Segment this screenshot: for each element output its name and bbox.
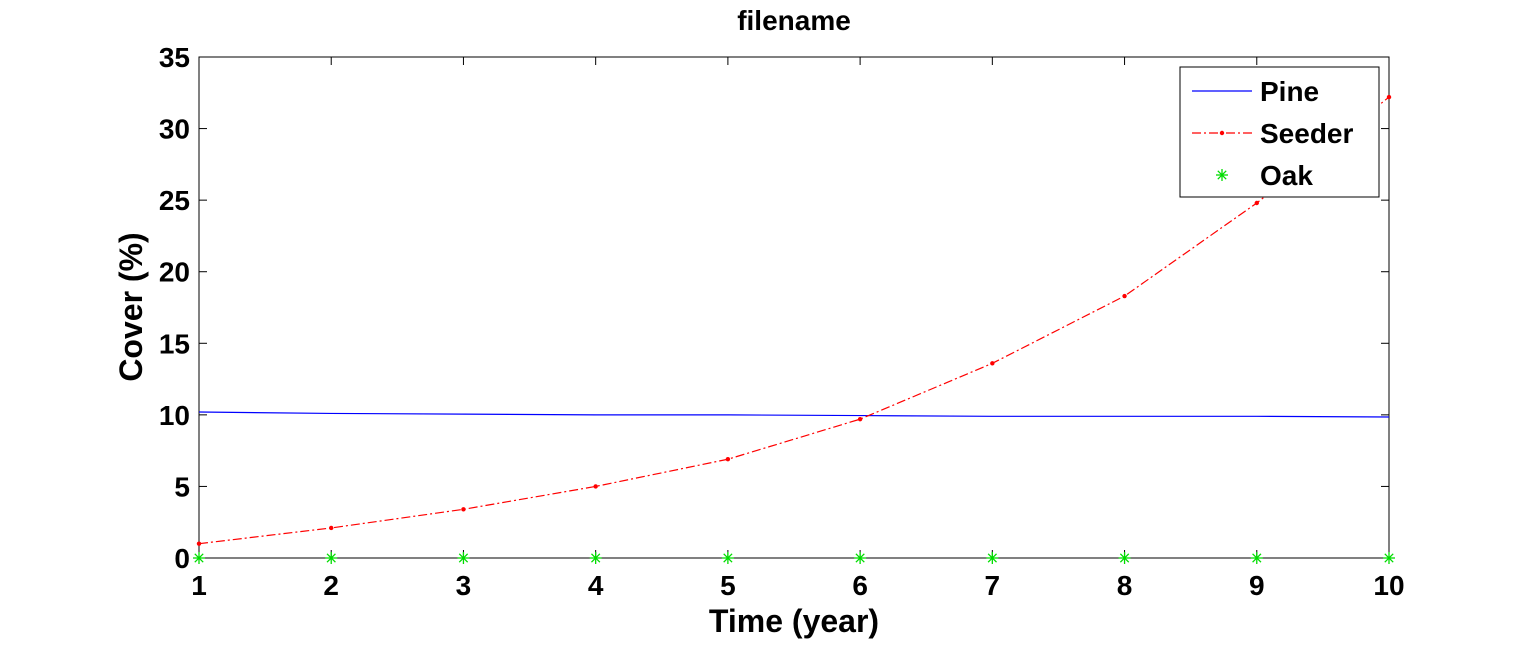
series-marker-oak	[854, 552, 867, 564]
series-marker-seeder	[1122, 293, 1127, 299]
series-marker-oak	[457, 552, 470, 564]
legend: Pine Seeder Oak	[1179, 66, 1380, 198]
legend-label-seeder: Seeder	[1260, 118, 1353, 149]
legend-label-oak: Oak	[1260, 160, 1313, 191]
series-line-seeder	[198, 96, 1390, 545]
x-axis-label: Time (year)	[709, 603, 879, 639]
series-marker-oak	[589, 552, 602, 564]
y-tick-label: 30	[159, 114, 190, 145]
x-tick-label: 5	[720, 570, 736, 601]
series-marker-seeder	[1386, 94, 1392, 100]
y-tick-label: 35	[159, 42, 190, 73]
x-tick-label: 2	[323, 570, 339, 601]
x-tick-label: 1	[191, 570, 207, 601]
series-marker-oak	[325, 552, 338, 564]
y-tick-label: 5	[174, 471, 190, 502]
legend-marker-oak	[1216, 169, 1228, 181]
y-tick-label: 0	[174, 543, 190, 574]
chart-title: filename	[737, 5, 851, 36]
series-marker-seeder	[593, 484, 598, 489]
series-marker-oak	[721, 552, 734, 564]
x-tick-label: 8	[1117, 570, 1133, 601]
x-tick-label: 9	[1249, 570, 1265, 601]
series-marker-oak	[193, 552, 205, 564]
y-tick-label: 25	[159, 185, 190, 216]
y-axis-label: Cover (%)	[113, 232, 149, 381]
series-marker-seeder	[990, 361, 995, 366]
tick-labels: 1 2 3 4 5 6 7 8 9 10 0 5 10 15 20 25 30 35	[159, 42, 1405, 601]
series-marker-seeder	[461, 507, 466, 512]
series-marker-oak	[1118, 552, 1131, 564]
series-marker-seeder	[329, 525, 334, 531]
y-tick-label: 10	[159, 400, 190, 431]
series-marker-seeder	[857, 416, 863, 422]
series-marker-seeder	[725, 457, 731, 462]
series-marker-seeder	[196, 541, 202, 546]
series-line-pine	[198, 411, 1390, 418]
series-marker-oak	[1383, 552, 1395, 564]
x-tick-label: 10	[1373, 570, 1404, 601]
x-tick-label: 4	[588, 570, 604, 601]
series-marker-oak	[986, 552, 999, 564]
series-marker-seeder	[1254, 200, 1259, 206]
x-tick-label: 3	[456, 570, 472, 601]
legend-box	[1179, 66, 1380, 198]
x-tick-label: 6	[852, 570, 868, 601]
series-layer	[193, 94, 1395, 564]
y-tick-label: 20	[159, 257, 190, 288]
x-tick-label: 7	[985, 570, 1001, 601]
series-marker-oak	[1250, 552, 1263, 564]
legend-label-pine: Pine	[1260, 76, 1319, 107]
y-tick-label: 15	[159, 328, 190, 359]
legend-marker-seeder	[1219, 130, 1225, 136]
